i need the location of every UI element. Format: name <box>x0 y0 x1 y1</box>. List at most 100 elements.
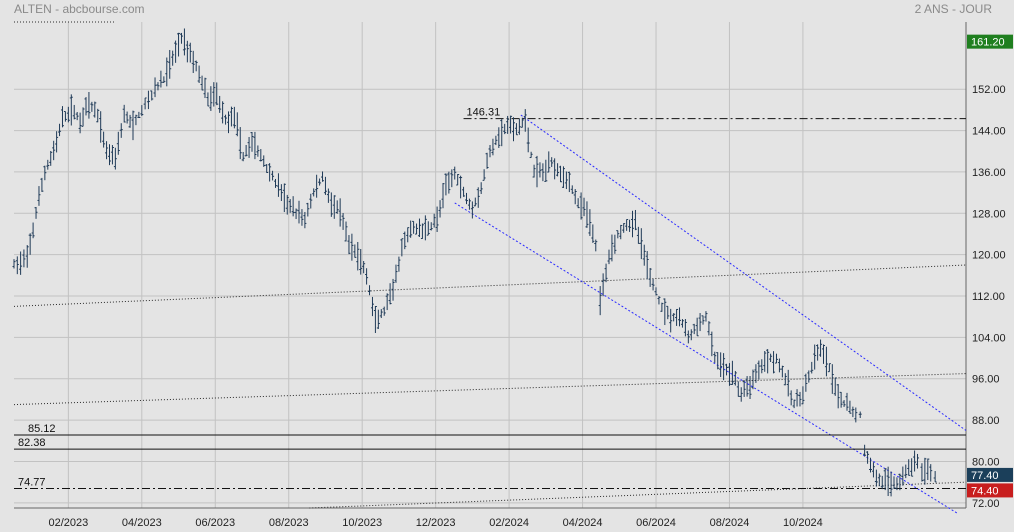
price-bar <box>244 144 248 157</box>
price-bar <box>12 259 16 269</box>
price-bar <box>256 145 260 157</box>
price-bar <box>494 135 498 146</box>
price-bar <box>553 158 557 180</box>
price-bar <box>719 352 723 378</box>
price-bar <box>710 331 714 357</box>
price-bar <box>672 313 676 322</box>
price-bar <box>412 220 416 234</box>
price-bar <box>459 175 463 199</box>
price-bar <box>441 183 445 209</box>
price-bar <box>491 138 495 156</box>
price-bar <box>179 32 183 44</box>
price-bar <box>663 298 667 326</box>
price-bar <box>373 305 377 333</box>
y-tick-label: 72.00 <box>972 498 1000 510</box>
trendline <box>13 373 967 406</box>
price-bar <box>680 319 684 328</box>
price-bar <box>675 308 679 326</box>
price-bar <box>503 123 507 135</box>
price-bar <box>200 75 204 91</box>
price-bar <box>923 457 927 485</box>
price-bar <box>81 107 85 127</box>
price-bar <box>447 171 451 194</box>
price-bar <box>642 244 646 266</box>
price-tag-low: 74.40 <box>967 483 1013 498</box>
price-bar <box>666 305 670 320</box>
price-bar <box>128 114 132 128</box>
price-bar <box>727 363 731 386</box>
x-tick-label: 10/2024 <box>783 517 823 529</box>
price-bar <box>532 164 536 178</box>
price-bar <box>639 228 643 260</box>
price-bar <box>473 197 477 207</box>
price-bar <box>851 406 855 418</box>
price-bar <box>482 169 486 181</box>
price-tag-box <box>967 483 1013 498</box>
price-bar <box>382 306 386 316</box>
price-bar <box>707 321 711 336</box>
price-bar <box>722 353 726 381</box>
trendlines <box>13 21 967 514</box>
price-bar <box>406 227 410 243</box>
price-bar <box>102 131 106 148</box>
price-bar <box>122 104 126 123</box>
price-bar <box>19 251 23 275</box>
price-bar <box>218 95 222 113</box>
price-bar <box>232 106 236 129</box>
price-tag-current: 77.40 <box>967 467 1013 482</box>
price-bar <box>397 256 401 272</box>
x-tick-label: 06/2023 <box>195 517 235 529</box>
price-bar <box>197 65 201 84</box>
price-bar <box>215 82 219 106</box>
price-bar <box>75 111 79 121</box>
price-bar <box>824 346 828 377</box>
price-bar <box>206 92 210 107</box>
price-bar <box>517 118 521 135</box>
price-bar <box>576 198 580 209</box>
channel-upper-line <box>520 114 967 431</box>
price-bar <box>376 309 380 329</box>
price-bar <box>212 82 216 107</box>
price-bar <box>194 60 198 72</box>
price-bar <box>162 76 166 83</box>
price-bar <box>777 358 781 373</box>
x-tick-label: 04/2023 <box>122 517 162 529</box>
x-tick-label: 02/2024 <box>489 517 529 529</box>
price-bar <box>529 151 533 159</box>
price-bar <box>203 77 207 99</box>
x-tick-label: 10/2023 <box>342 517 382 529</box>
price-bar <box>692 323 696 335</box>
price-bar <box>435 206 439 232</box>
y-tick-label: 96.00 <box>972 374 1000 386</box>
price-bar <box>772 351 776 374</box>
price-bar <box>344 221 348 242</box>
price-bar <box>69 94 73 126</box>
price-bar <box>619 224 623 240</box>
price-bar <box>43 165 47 181</box>
price-bar <box>538 162 542 178</box>
price-bar <box>159 70 163 88</box>
price-bar <box>66 106 70 123</box>
price-bar <box>365 268 369 285</box>
price-bar <box>730 360 734 385</box>
price-bar <box>276 173 280 197</box>
price-bar <box>394 264 398 283</box>
price-bar <box>182 28 186 56</box>
price-tag-label: 161.20 <box>971 37 1005 49</box>
price-bar <box>827 363 831 373</box>
price-bar <box>470 201 474 219</box>
price-bar <box>798 391 802 407</box>
price-bar <box>350 233 354 261</box>
price-series <box>12 28 937 497</box>
price-bar <box>683 319 687 337</box>
price-bar <box>450 169 454 188</box>
price-bar <box>669 308 673 333</box>
x-axis: 02/2023 04/2023 06/2023 08/2023 10/2023 12/20… <box>48 517 822 529</box>
price-bar <box>883 468 887 491</box>
price-bar <box>479 182 483 195</box>
price-bar <box>716 352 720 370</box>
price-bar <box>285 194 289 215</box>
price-bar <box>177 32 181 57</box>
price-bar <box>185 40 189 63</box>
